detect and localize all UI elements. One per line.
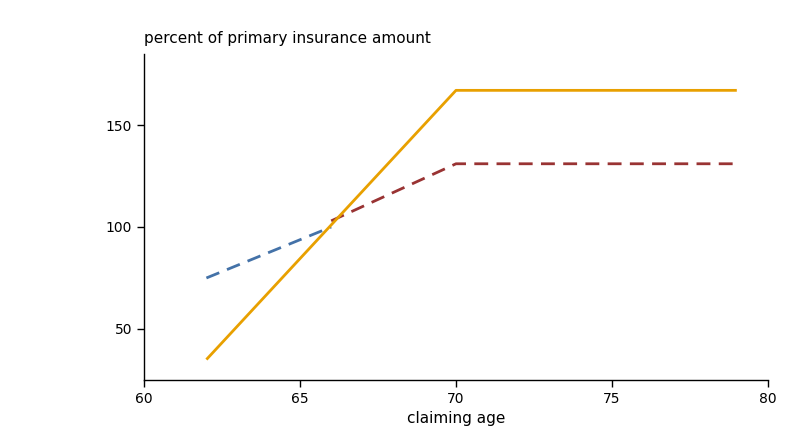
X-axis label: claiming age: claiming age: [407, 411, 505, 426]
Text: percent of primary insurance amount: percent of primary insurance amount: [144, 30, 431, 46]
